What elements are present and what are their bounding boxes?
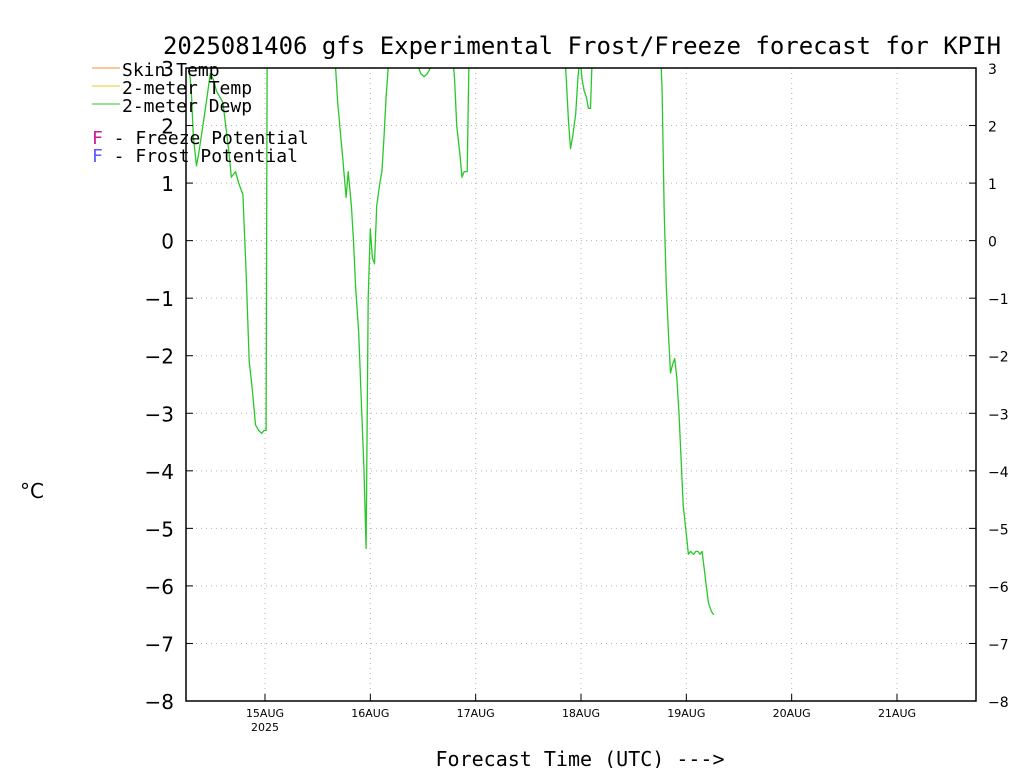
dewpoint-line-segment-4 xyxy=(564,68,593,150)
dewpoint-line-segment-0 xyxy=(188,68,268,435)
x-tick-sublabel: 2025 xyxy=(251,721,279,734)
y-tick-label-right: 0 xyxy=(988,235,997,251)
plot-frame xyxy=(185,67,977,702)
y-tick-label-right: −6 xyxy=(988,580,1009,596)
x-tick-label: 17AUG xyxy=(457,707,495,720)
legend-entry-skin-temp: Skin Temp xyxy=(92,60,220,81)
series-layer xyxy=(188,68,715,616)
y-tick-label-right: −3 xyxy=(988,407,1009,423)
legend-entry-2m-dewp: 2-meter Dewp xyxy=(92,96,252,117)
dewpoint-line-segment-5 xyxy=(660,68,715,616)
y-tick-label-right: 3 xyxy=(988,62,997,78)
freeze-potential-text: - Freeze Potential xyxy=(103,128,309,149)
legend-freeze-potential: F - Freeze Potential xyxy=(92,128,309,149)
y-tick-label-left: 0 xyxy=(161,230,174,254)
y-axis-label: °C xyxy=(20,479,44,503)
svg-text:F - Frost Potential: F - Frost Potential xyxy=(92,146,298,167)
x-tick-label: 21AUG xyxy=(878,707,916,720)
y-tick-labels-left: 3 2 1 0 −1 −2 −3 −4 −5 −6 −7 −8 xyxy=(145,57,174,714)
y-tick-label-left: −2 xyxy=(145,345,174,369)
x-tick-label: 15AUG xyxy=(246,707,284,720)
x-tick-label: 16AUG xyxy=(351,707,389,720)
legend-label-2m-temp: 2-meter Temp xyxy=(122,78,252,99)
legend-label-2m-dewp: 2-meter Dewp xyxy=(122,96,252,117)
legend-label-skin-temp: Skin Temp xyxy=(122,60,220,81)
y-tick-label-left: −4 xyxy=(145,460,174,484)
x-tick-label: 20AUG xyxy=(773,707,811,720)
x-tick-label: 18AUG xyxy=(562,707,600,720)
y-tick-label-right: −5 xyxy=(988,522,1009,538)
legend-entry-2m-temp: 2-meter Temp xyxy=(92,78,252,99)
freeze-potential-symbol: F xyxy=(92,128,103,149)
y-tick-label-left: 3 xyxy=(161,57,174,81)
y-tick-label-right: −1 xyxy=(988,292,1009,308)
y-tick-label-left: −8 xyxy=(145,690,174,714)
dewpoint-line-segment-1 xyxy=(334,68,389,550)
legend: Skin Temp 2-meter Temp 2-meter Dewp F - … xyxy=(92,60,309,167)
y-tick-marks xyxy=(186,67,976,702)
y-tick-label-left: −5 xyxy=(145,517,174,541)
y-tick-labels-right: 3 2 1 0 −1 −2 −3 −4 −5 −6 −7 −8 xyxy=(988,62,1009,711)
x-axis-label: Forecast Time (UTC) ---> xyxy=(436,747,725,768)
dewpoint-line-segment-2 xyxy=(418,68,432,78)
y-tick-label-left: 1 xyxy=(161,172,174,196)
x-tick-label: 19AUG xyxy=(667,707,705,720)
y-tick-label-left: 2 xyxy=(161,115,174,139)
gridlines xyxy=(186,68,976,701)
y-tick-label-right: −8 xyxy=(988,695,1009,711)
y-tick-label-left: −1 xyxy=(145,287,174,311)
y-tick-label-left: −7 xyxy=(145,632,174,656)
y-tick-label-right: 1 xyxy=(988,177,997,193)
chart-title: 2025081406 gfs Experimental Frost/Freeze… xyxy=(163,32,1001,60)
y-tick-label-left: −3 xyxy=(145,402,174,426)
y-tick-label-left: −6 xyxy=(145,575,174,599)
svg-text:F - Freeze Potential: F - Freeze Potential xyxy=(92,128,309,149)
y-tick-label-right: −7 xyxy=(988,637,1009,653)
y-tick-label-right: −4 xyxy=(988,465,1009,481)
frost-potential-symbol: F xyxy=(92,146,103,167)
frost-potential-text: - Frost Potential xyxy=(103,146,298,167)
legend-frost-potential: F - Frost Potential xyxy=(92,146,298,167)
y-tick-label-right: 2 xyxy=(988,120,997,136)
y-tick-label-right: −2 xyxy=(988,350,1009,366)
dewpoint-line-segment-3 xyxy=(453,68,470,178)
